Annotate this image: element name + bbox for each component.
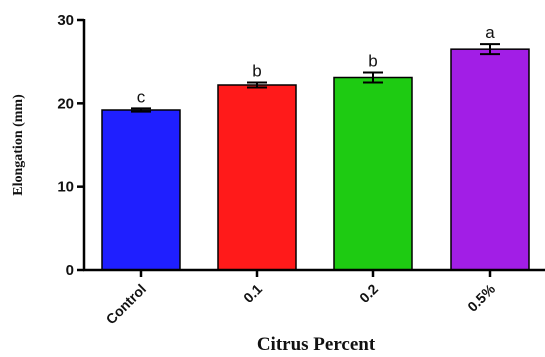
y-tick-label: 30: [57, 12, 74, 29]
x-axis-label: Citrus Percent: [257, 334, 376, 355]
y-tick-label: 20: [57, 95, 74, 112]
y-axis-label: Elongation (mm): [11, 94, 26, 196]
y-axis-ticks: 0 10 20 30: [57, 12, 84, 279]
bar-1: [217, 84, 297, 271]
x-tick-label: 0.1: [240, 281, 265, 306]
bar-2: [333, 76, 413, 271]
significance-letter: b: [252, 62, 261, 81]
error-bars: [131, 43, 500, 113]
significance-letter: c: [137, 87, 146, 106]
x-tick-label: Control: [103, 281, 150, 328]
significance-letter: a: [485, 23, 495, 42]
significance-letters: c b b a: [137, 23, 496, 106]
y-tick-label: 10: [57, 179, 74, 196]
bars: [101, 48, 530, 271]
x-tick-label: 0.5%: [464, 280, 498, 314]
bar-3: [450, 48, 530, 271]
y-tick-label: 0: [66, 262, 74, 279]
bar-0: [101, 109, 181, 271]
significance-letter: b: [368, 52, 377, 71]
x-axis-ticks: Control 0.1 0.2 0.5%: [103, 270, 499, 327]
x-tick-label: 0.2: [356, 281, 381, 306]
